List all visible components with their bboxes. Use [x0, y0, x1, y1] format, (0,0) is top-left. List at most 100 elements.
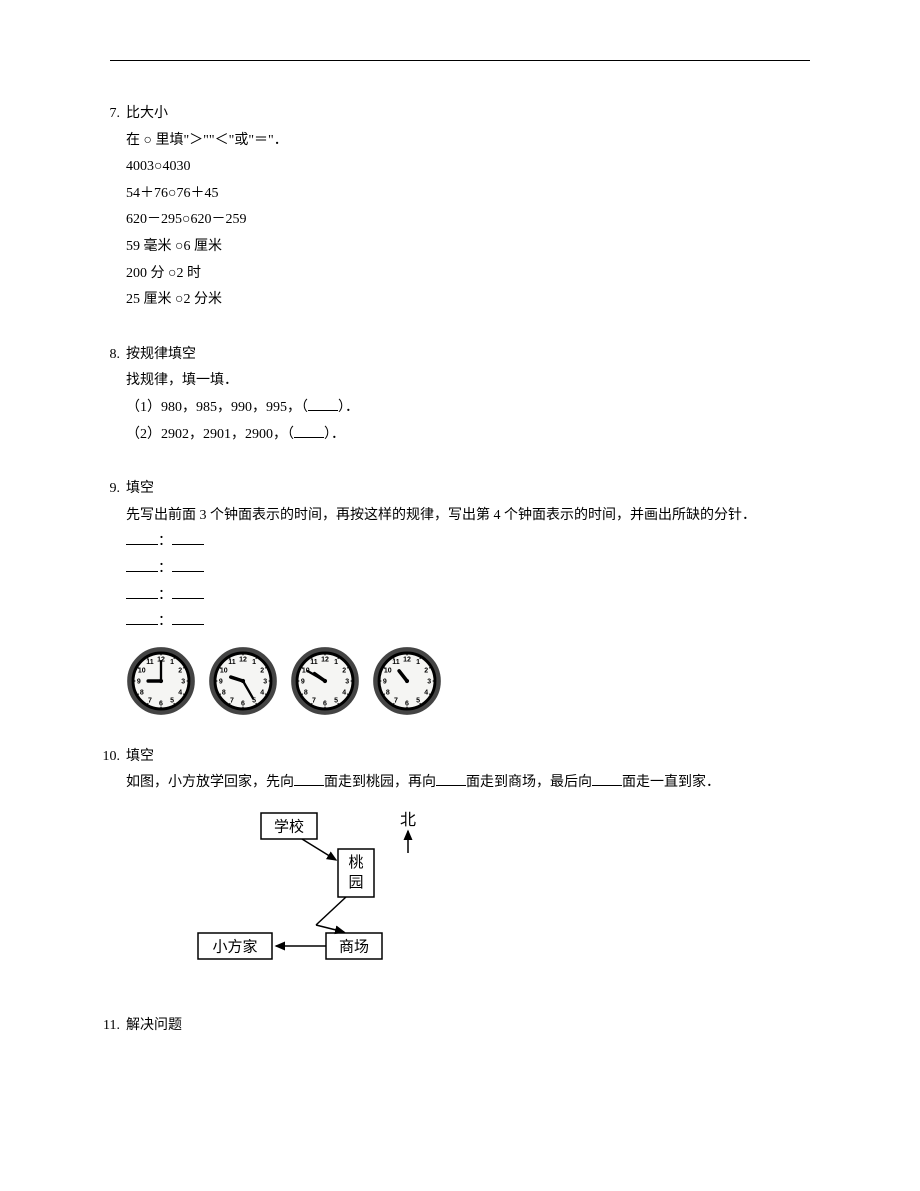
question-8: 8. 按规律填空 找规律，填一填． （1）980，985，990，995，（）．…	[80, 342, 840, 448]
q9-colon-3: ：	[158, 588, 172, 603]
svg-text:12: 12	[403, 656, 411, 663]
svg-text:12: 12	[239, 656, 247, 663]
svg-text:8: 8	[386, 689, 390, 696]
svg-text:3: 3	[427, 678, 431, 685]
q9-title: 填空	[126, 476, 840, 503]
svg-text:10: 10	[384, 667, 392, 674]
svg-text:3: 3	[345, 678, 349, 685]
question-7: 7. 比大小 在 ○ 里填"＞""＜"或"＝"． 4003○4030 54＋76…	[80, 101, 840, 314]
q10-blank-1[interactable]	[294, 771, 324, 786]
q10-blank-3[interactable]	[592, 771, 622, 786]
svg-text:9: 9	[219, 678, 223, 685]
q8-blank-2[interactable]	[294, 423, 324, 438]
q9-time-2: ：	[126, 556, 840, 583]
map-peach-2: 园	[348, 874, 363, 891]
svg-text:8: 8	[140, 689, 144, 696]
q11-title: 解决问题	[126, 1013, 840, 1040]
svg-text:8: 8	[222, 689, 226, 696]
q9-intro: 先写出前面 3 个钟面表示的时间，再按这样的规律，写出第 4 个钟面表示的时间，…	[126, 503, 840, 530]
map-peach-1: 桃	[348, 854, 363, 871]
question-11: 11. 解决问题	[80, 1013, 840, 1040]
q10-p2: 面走到桃园，再向	[324, 775, 436, 790]
map-diagram: 学校 北 桃 园 商场 小方家	[186, 805, 840, 986]
q7-line-6: 25 厘米 ○2 分米	[126, 287, 840, 314]
svg-text:4: 4	[342, 689, 346, 696]
q9-hour-blank-4[interactable]	[126, 610, 158, 625]
svg-text:9: 9	[383, 678, 387, 685]
svg-text:11: 11	[228, 659, 236, 666]
map-mall: 商场	[339, 938, 369, 955]
q7-line-2: 54＋76○76＋45	[126, 181, 840, 208]
q10-text: 如图，小方放学回家，先向面走到桃园，再向面走到商场，最后向面走一直到家．	[126, 770, 840, 797]
top-rule	[110, 60, 810, 61]
clock-1: 123456789101112	[126, 646, 196, 716]
q7-line-5: 200 分 ○2 时	[126, 261, 840, 288]
q10-number: 10.	[80, 744, 126, 771]
q8-item2-pre: （2）2902，2901，2900，（	[126, 427, 294, 442]
page: 7. 比大小 在 ○ 里填"＞""＜"或"＝"． 4003○4030 54＋76…	[0, 0, 920, 1108]
q8-blank-1[interactable]	[308, 396, 338, 411]
q9-colon-2: ：	[158, 561, 172, 576]
q9-time-1: ：	[126, 529, 840, 556]
svg-text:12: 12	[321, 656, 329, 663]
q10-p1: 如图，小方放学回家，先向	[126, 775, 294, 790]
svg-text:2: 2	[178, 667, 182, 674]
q9-min-blank-1[interactable]	[172, 530, 204, 545]
clock-3: 123456789101112	[290, 646, 360, 716]
q8-item2-post: ）．	[324, 427, 345, 442]
q7-title: 比大小	[126, 101, 840, 128]
question-10: 10. 填空 如图，小方放学回家，先向面走到桃园，再向面走到商场，最后向面走一直…	[80, 744, 840, 986]
svg-text:2: 2	[342, 667, 346, 674]
svg-text:11: 11	[310, 659, 318, 666]
q8-item-2: （2）2902，2901，2900，（ ）．	[126, 422, 840, 449]
svg-text:6: 6	[405, 700, 409, 707]
clocks-row: 123456789101112 123456789101112 12345678…	[126, 646, 840, 716]
q7-line-4: 59 毫米 ○6 厘米	[126, 234, 840, 261]
q8-intro: 找规律，填一填．	[126, 368, 840, 395]
svg-text:4: 4	[260, 689, 264, 696]
q11-number: 11.	[80, 1013, 126, 1040]
q9-hour-blank-3[interactable]	[126, 584, 158, 599]
q10-p4: 面走一直到家．	[622, 775, 720, 790]
map-school: 学校	[274, 818, 304, 835]
clock-2: 123456789101112	[208, 646, 278, 716]
q9-colon-4: ：	[158, 614, 172, 629]
map-north: 北	[400, 811, 416, 829]
svg-text:8: 8	[304, 689, 308, 696]
q10-blank-2[interactable]	[436, 771, 466, 786]
q9-min-blank-3[interactable]	[172, 584, 204, 599]
q8-item1-post: ）．	[338, 400, 359, 415]
q9-hour-blank-2[interactable]	[126, 557, 158, 572]
svg-text:1: 1	[252, 659, 256, 666]
q9-colon-1: ：	[158, 534, 172, 549]
svg-text:11: 11	[392, 659, 400, 666]
svg-text:9: 9	[137, 678, 141, 685]
q7-line-3: 620－295○620－259	[126, 207, 840, 234]
svg-text:10: 10	[138, 667, 146, 674]
map-svg: 学校 北 桃 园 商场 小方家	[186, 805, 506, 975]
q10-title: 填空	[126, 744, 840, 771]
q9-hour-blank-1[interactable]	[126, 530, 158, 545]
map-home: 小方家	[212, 938, 257, 955]
q9-min-blank-4[interactable]	[172, 610, 204, 625]
q9-time-4: ：	[126, 609, 840, 636]
q7-intro: 在 ○ 里填"＞""＜"或"＝"．	[126, 128, 840, 155]
svg-text:11: 11	[146, 659, 154, 666]
q7-number: 7.	[80, 101, 126, 128]
svg-text:9: 9	[301, 678, 305, 685]
svg-text:6: 6	[323, 700, 327, 707]
svg-text:1: 1	[416, 659, 420, 666]
svg-text:3: 3	[263, 678, 267, 685]
q7-line-1: 4003○4030	[126, 154, 840, 181]
q9-min-blank-2[interactable]	[172, 557, 204, 572]
svg-text:1: 1	[334, 659, 338, 666]
svg-text:6: 6	[159, 700, 163, 707]
svg-text:2: 2	[424, 667, 428, 674]
svg-text:3: 3	[181, 678, 185, 685]
svg-text:4: 4	[178, 689, 182, 696]
svg-text:1: 1	[170, 659, 174, 666]
svg-text:2: 2	[260, 667, 264, 674]
q8-item-1: （1）980，985，990，995，（）．	[126, 395, 840, 422]
svg-text:10: 10	[220, 667, 228, 674]
clock-4: 123456789101112	[372, 646, 442, 716]
